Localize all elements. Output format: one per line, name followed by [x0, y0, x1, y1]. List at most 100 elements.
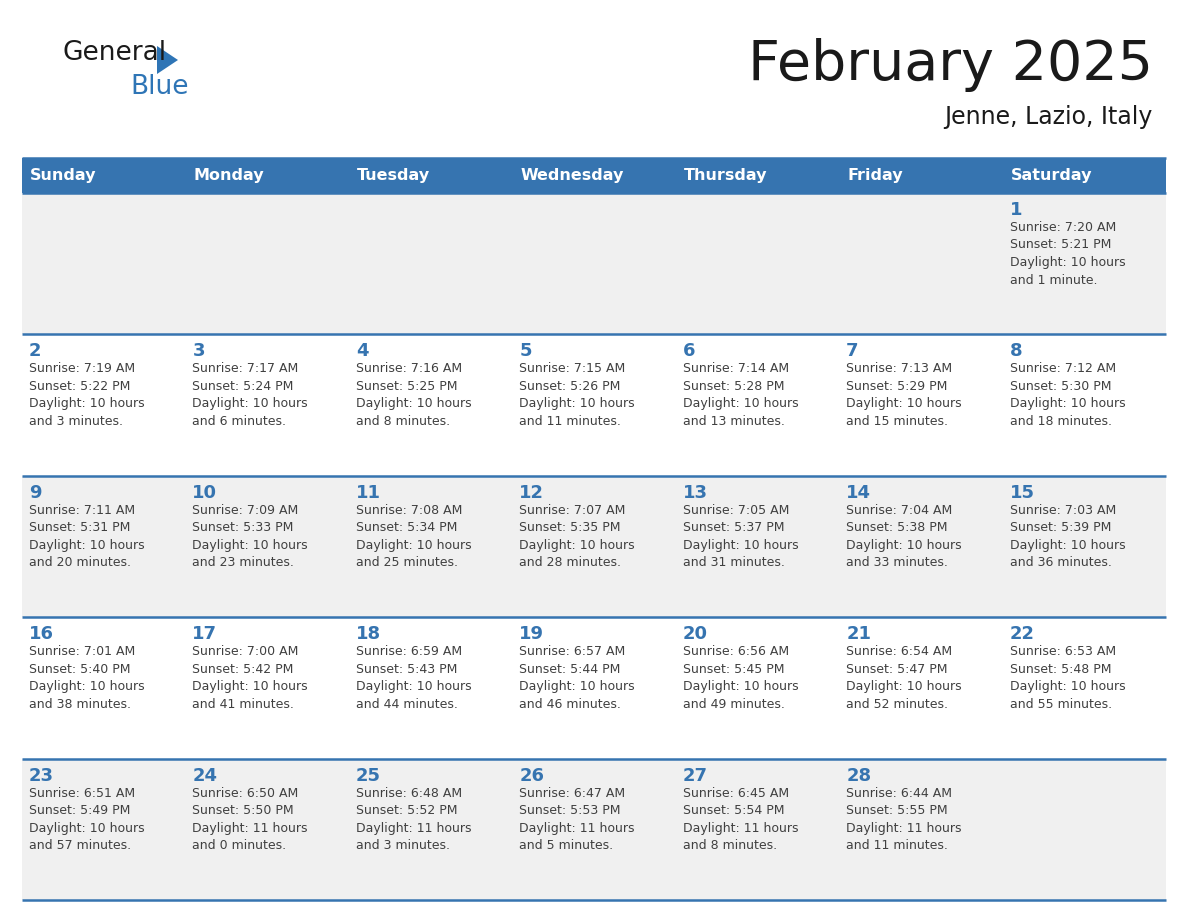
Text: Sunrise: 6:57 AM
Sunset: 5:44 PM
Daylight: 10 hours
and 46 minutes.: Sunrise: 6:57 AM Sunset: 5:44 PM Dayligh…: [519, 645, 634, 711]
Text: 7: 7: [846, 342, 859, 361]
Text: Jenne, Lazio, Italy: Jenne, Lazio, Italy: [944, 105, 1154, 129]
Text: Sunrise: 7:04 AM
Sunset: 5:38 PM
Daylight: 10 hours
and 33 minutes.: Sunrise: 7:04 AM Sunset: 5:38 PM Dayligh…: [846, 504, 962, 569]
Text: Sunrise: 7:13 AM
Sunset: 5:29 PM
Daylight: 10 hours
and 15 minutes.: Sunrise: 7:13 AM Sunset: 5:29 PM Dayligh…: [846, 363, 962, 428]
Bar: [839, 758, 1003, 900]
Text: Friday: Friday: [847, 168, 903, 183]
Text: Wednesday: Wednesday: [520, 168, 624, 183]
Text: Sunrise: 7:17 AM
Sunset: 5:24 PM
Daylight: 10 hours
and 6 minutes.: Sunrise: 7:17 AM Sunset: 5:24 PM Dayligh…: [192, 363, 308, 428]
Bar: [185, 334, 349, 476]
Text: 19: 19: [519, 625, 544, 644]
Text: Sunrise: 7:05 AM
Sunset: 5:37 PM
Daylight: 10 hours
and 31 minutes.: Sunrise: 7:05 AM Sunset: 5:37 PM Dayligh…: [683, 504, 798, 569]
Polygon shape: [157, 46, 178, 74]
Text: 1: 1: [1010, 201, 1022, 219]
Bar: [512, 334, 676, 476]
Text: Thursday: Thursday: [684, 168, 767, 183]
Bar: [839, 617, 1003, 758]
Text: 3: 3: [192, 342, 204, 361]
Text: Sunrise: 6:59 AM
Sunset: 5:43 PM
Daylight: 10 hours
and 44 minutes.: Sunrise: 6:59 AM Sunset: 5:43 PM Dayligh…: [356, 645, 472, 711]
Text: Sunrise: 6:48 AM
Sunset: 5:52 PM
Daylight: 11 hours
and 3 minutes.: Sunrise: 6:48 AM Sunset: 5:52 PM Dayligh…: [356, 787, 472, 852]
Bar: [23, 193, 185, 334]
Text: 12: 12: [519, 484, 544, 502]
Text: Saturday: Saturday: [1011, 168, 1092, 183]
Text: Sunrise: 6:56 AM
Sunset: 5:45 PM
Daylight: 10 hours
and 49 minutes.: Sunrise: 6:56 AM Sunset: 5:45 PM Dayligh…: [683, 645, 798, 711]
Bar: [185, 617, 349, 758]
Text: 25: 25: [356, 767, 381, 785]
Bar: [676, 617, 839, 758]
Text: 27: 27: [683, 767, 708, 785]
Text: Sunrise: 7:03 AM
Sunset: 5:39 PM
Daylight: 10 hours
and 36 minutes.: Sunrise: 7:03 AM Sunset: 5:39 PM Dayligh…: [1010, 504, 1125, 569]
Text: 11: 11: [356, 484, 381, 502]
Bar: [1003, 158, 1165, 193]
Text: General: General: [62, 40, 166, 66]
Bar: [23, 617, 185, 758]
Bar: [512, 476, 676, 617]
Text: 24: 24: [192, 767, 217, 785]
Bar: [839, 476, 1003, 617]
Bar: [185, 193, 349, 334]
Bar: [676, 158, 839, 193]
Bar: [185, 758, 349, 900]
Text: February 2025: February 2025: [748, 38, 1154, 92]
Bar: [1003, 334, 1165, 476]
Bar: [839, 193, 1003, 334]
Bar: [512, 758, 676, 900]
Text: 2: 2: [29, 342, 42, 361]
Text: Sunrise: 7:09 AM
Sunset: 5:33 PM
Daylight: 10 hours
and 23 minutes.: Sunrise: 7:09 AM Sunset: 5:33 PM Dayligh…: [192, 504, 308, 569]
Bar: [349, 617, 512, 758]
Text: Sunrise: 7:11 AM
Sunset: 5:31 PM
Daylight: 10 hours
and 20 minutes.: Sunrise: 7:11 AM Sunset: 5:31 PM Dayligh…: [29, 504, 145, 569]
Bar: [23, 334, 185, 476]
Bar: [512, 617, 676, 758]
Bar: [512, 193, 676, 334]
Text: Blue: Blue: [129, 74, 189, 100]
Text: 9: 9: [29, 484, 42, 502]
Text: 23: 23: [29, 767, 53, 785]
Text: Sunrise: 7:08 AM
Sunset: 5:34 PM
Daylight: 10 hours
and 25 minutes.: Sunrise: 7:08 AM Sunset: 5:34 PM Dayligh…: [356, 504, 472, 569]
Text: 18: 18: [356, 625, 381, 644]
Text: 13: 13: [683, 484, 708, 502]
Bar: [185, 158, 349, 193]
Text: 5: 5: [519, 342, 532, 361]
Text: Sunrise: 6:45 AM
Sunset: 5:54 PM
Daylight: 11 hours
and 8 minutes.: Sunrise: 6:45 AM Sunset: 5:54 PM Dayligh…: [683, 787, 798, 852]
Bar: [1003, 193, 1165, 334]
Text: Sunrise: 7:15 AM
Sunset: 5:26 PM
Daylight: 10 hours
and 11 minutes.: Sunrise: 7:15 AM Sunset: 5:26 PM Dayligh…: [519, 363, 634, 428]
Text: Sunrise: 6:44 AM
Sunset: 5:55 PM
Daylight: 11 hours
and 11 minutes.: Sunrise: 6:44 AM Sunset: 5:55 PM Dayligh…: [846, 787, 961, 852]
Bar: [512, 158, 676, 193]
Bar: [349, 158, 512, 193]
Bar: [349, 758, 512, 900]
Text: Sunrise: 6:54 AM
Sunset: 5:47 PM
Daylight: 10 hours
and 52 minutes.: Sunrise: 6:54 AM Sunset: 5:47 PM Dayligh…: [846, 645, 962, 711]
Bar: [676, 334, 839, 476]
Bar: [1003, 617, 1165, 758]
Bar: [1003, 476, 1165, 617]
Text: Sunrise: 6:51 AM
Sunset: 5:49 PM
Daylight: 10 hours
and 57 minutes.: Sunrise: 6:51 AM Sunset: 5:49 PM Dayligh…: [29, 787, 145, 852]
Text: 15: 15: [1010, 484, 1035, 502]
Bar: [676, 193, 839, 334]
Text: Sunrise: 6:47 AM
Sunset: 5:53 PM
Daylight: 11 hours
and 5 minutes.: Sunrise: 6:47 AM Sunset: 5:53 PM Dayligh…: [519, 787, 634, 852]
Text: Tuesday: Tuesday: [356, 168, 430, 183]
Text: Sunrise: 7:19 AM
Sunset: 5:22 PM
Daylight: 10 hours
and 3 minutes.: Sunrise: 7:19 AM Sunset: 5:22 PM Dayligh…: [29, 363, 145, 428]
Text: 14: 14: [846, 484, 871, 502]
Text: Sunrise: 7:14 AM
Sunset: 5:28 PM
Daylight: 10 hours
and 13 minutes.: Sunrise: 7:14 AM Sunset: 5:28 PM Dayligh…: [683, 363, 798, 428]
Bar: [839, 158, 1003, 193]
Bar: [185, 476, 349, 617]
Bar: [23, 758, 185, 900]
Text: Sunrise: 7:12 AM
Sunset: 5:30 PM
Daylight: 10 hours
and 18 minutes.: Sunrise: 7:12 AM Sunset: 5:30 PM Dayligh…: [1010, 363, 1125, 428]
Text: 26: 26: [519, 767, 544, 785]
Text: Sunrise: 7:07 AM
Sunset: 5:35 PM
Daylight: 10 hours
and 28 minutes.: Sunrise: 7:07 AM Sunset: 5:35 PM Dayligh…: [519, 504, 634, 569]
Text: 6: 6: [683, 342, 695, 361]
Text: Sunday: Sunday: [30, 168, 96, 183]
Bar: [23, 476, 185, 617]
Bar: [349, 334, 512, 476]
Text: 10: 10: [192, 484, 217, 502]
Text: Sunrise: 7:20 AM
Sunset: 5:21 PM
Daylight: 10 hours
and 1 minute.: Sunrise: 7:20 AM Sunset: 5:21 PM Dayligh…: [1010, 221, 1125, 286]
Text: 16: 16: [29, 625, 53, 644]
Bar: [349, 476, 512, 617]
Bar: [676, 758, 839, 900]
Text: 22: 22: [1010, 625, 1035, 644]
Bar: [1003, 758, 1165, 900]
Bar: [676, 476, 839, 617]
Text: Sunrise: 7:00 AM
Sunset: 5:42 PM
Daylight: 10 hours
and 41 minutes.: Sunrise: 7:00 AM Sunset: 5:42 PM Dayligh…: [192, 645, 308, 711]
Text: Monday: Monday: [194, 168, 264, 183]
Text: 8: 8: [1010, 342, 1022, 361]
Text: 20: 20: [683, 625, 708, 644]
Text: Sunrise: 6:53 AM
Sunset: 5:48 PM
Daylight: 10 hours
and 55 minutes.: Sunrise: 6:53 AM Sunset: 5:48 PM Dayligh…: [1010, 645, 1125, 711]
